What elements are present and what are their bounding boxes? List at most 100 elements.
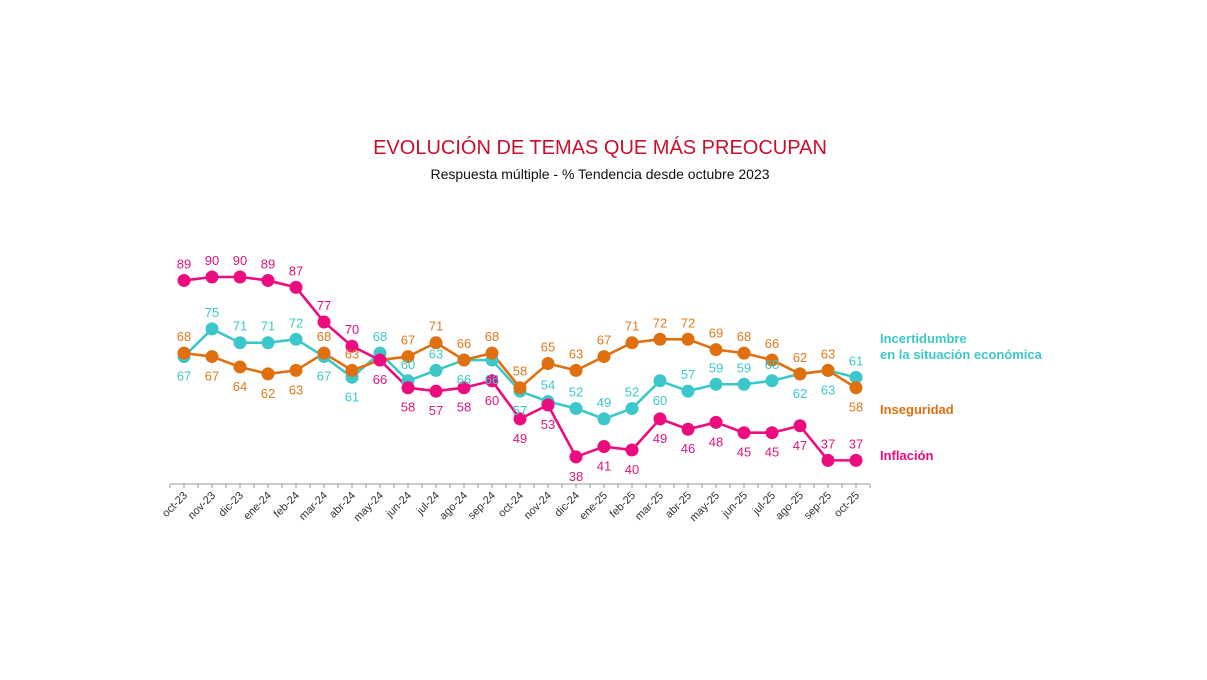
x-tick-label: sep-24: [466, 490, 498, 522]
data-label: 54: [541, 378, 555, 393]
data-label: 49: [597, 395, 611, 410]
data-point: [849, 370, 863, 384]
x-tick-label: ene-25: [577, 490, 610, 523]
data-label: 71: [625, 319, 639, 334]
data-label: 58: [401, 400, 415, 415]
data-label: 61: [849, 353, 863, 368]
data-point: [205, 322, 219, 336]
data-point: [373, 353, 387, 367]
data-label: 71: [429, 319, 443, 334]
data-point: [205, 350, 219, 364]
data-label: 68: [317, 329, 331, 344]
data-label: 68: [485, 329, 499, 344]
data-label: 63: [569, 346, 583, 361]
data-point: [653, 374, 667, 388]
data-label: 41: [597, 459, 611, 474]
data-point: [289, 332, 303, 346]
data-point: [345, 339, 359, 353]
data-point: [681, 332, 695, 346]
data-label: 57: [513, 403, 527, 418]
data-label: 66: [485, 372, 499, 387]
data-label: 72: [653, 315, 667, 330]
data-point: [177, 346, 191, 360]
data-label: 59: [737, 360, 751, 375]
data-label: 70: [345, 322, 359, 337]
data-label: 45: [765, 445, 779, 460]
data-label: 49: [653, 431, 667, 446]
data-label: 90: [205, 253, 219, 268]
data-point: [653, 332, 667, 346]
data-point: [597, 350, 611, 364]
data-point: [429, 384, 443, 398]
data-label: 53: [541, 417, 555, 432]
x-tick-label: mar-25: [633, 490, 666, 523]
data-label: 68: [177, 329, 191, 344]
x-tick-label: may-25: [688, 490, 722, 524]
data-label: 60: [765, 357, 779, 372]
data-label: 67: [317, 369, 331, 384]
data-label: 52: [625, 384, 639, 399]
data-label: 66: [765, 336, 779, 351]
data-point: [625, 401, 639, 415]
data-point: [765, 353, 779, 367]
data-label: 40: [625, 462, 639, 477]
data-label: 58: [513, 364, 527, 379]
data-point: [681, 422, 695, 436]
data-point: [541, 398, 555, 412]
data-point: [401, 381, 415, 395]
data-label: 69: [709, 326, 723, 341]
data-label: 57: [429, 403, 443, 418]
data-point: [849, 381, 863, 395]
data-point: [261, 273, 275, 287]
data-label: 63: [821, 346, 835, 361]
data-label: 63: [345, 346, 359, 361]
data-point: [485, 374, 499, 388]
data-label: 37: [849, 436, 863, 451]
data-point: [709, 415, 723, 429]
data-label: 49: [513, 431, 527, 446]
data-point: [457, 381, 471, 395]
x-tick-label: nov-23: [186, 490, 218, 522]
data-label: 63: [821, 382, 835, 397]
data-label: 67: [205, 369, 219, 384]
x-tick-label: ene-24: [241, 490, 274, 523]
data-point: [345, 363, 359, 377]
x-tick-label: mar-24: [297, 490, 330, 523]
chart-title: EVOLUCIÓN DE TEMAS QUE MÁS PREOCUPAN: [373, 137, 827, 159]
data-label: 45: [737, 445, 751, 460]
x-tick-label: may-24: [352, 490, 386, 524]
data-point: [597, 412, 611, 426]
data-point: [849, 453, 863, 467]
legend-entry: Inseguridad: [880, 402, 954, 417]
data-point: [597, 440, 611, 454]
data-point: [625, 336, 639, 350]
legend-entry: Inflación: [880, 448, 934, 463]
data-label: 60: [401, 357, 415, 372]
data-point: [233, 270, 247, 284]
x-tick-label: oct-25: [832, 490, 862, 520]
data-label: 61: [345, 389, 359, 404]
data-point: [569, 363, 583, 377]
x-tick-label: nov-24: [522, 490, 554, 522]
data-point: [317, 346, 331, 360]
data-label: 66: [457, 372, 471, 387]
data-label: 62: [793, 350, 807, 365]
data-label: 67: [597, 333, 611, 348]
data-point: [317, 315, 331, 329]
data-point: [541, 357, 555, 370]
data-label: 71: [233, 319, 247, 334]
data-label: 62: [261, 386, 275, 401]
data-point: [737, 426, 751, 440]
x-tick-label: oct-24: [496, 490, 526, 520]
data-point: [821, 363, 835, 377]
data-point: [401, 350, 415, 364]
data-point: [793, 367, 807, 381]
data-point: [569, 450, 583, 464]
data-label: 46: [681, 441, 695, 456]
legend-entry: en la situación económica: [880, 347, 1043, 362]
data-label: 58: [457, 400, 471, 415]
data-point: [485, 346, 499, 360]
data-point: [429, 363, 443, 377]
data-label: 66: [373, 372, 387, 387]
